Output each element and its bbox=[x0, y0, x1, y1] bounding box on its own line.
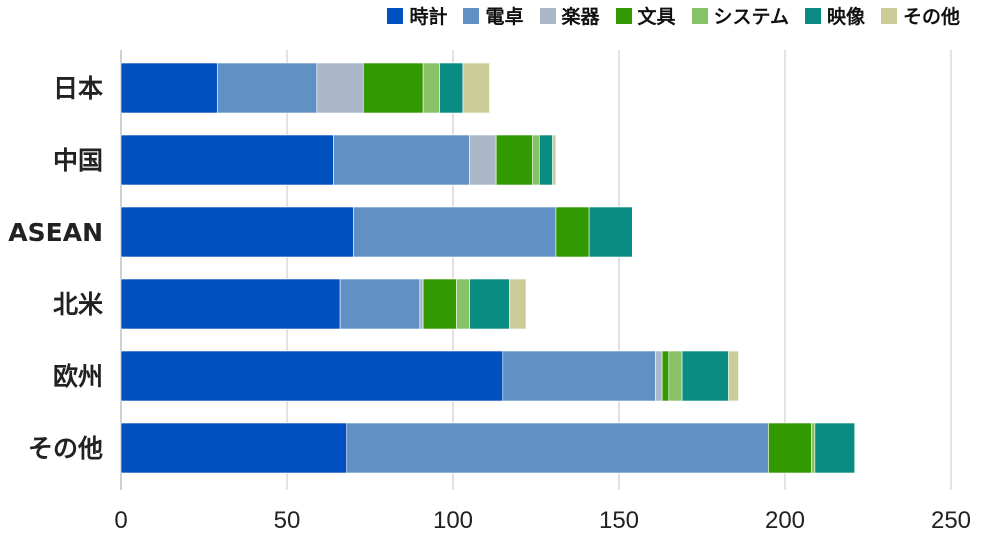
category-label: 日本 bbox=[53, 74, 103, 103]
legend-swatch bbox=[539, 7, 556, 24]
bar-segment bbox=[346, 422, 769, 474]
x-tick-label: 150 bbox=[599, 507, 639, 534]
bar-segment bbox=[339, 278, 421, 330]
legend-item: 映像 bbox=[804, 2, 865, 29]
bar-segment bbox=[768, 422, 812, 474]
legend-swatch bbox=[463, 7, 480, 24]
x-tick-label: 200 bbox=[765, 507, 805, 534]
bar-segment bbox=[120, 206, 354, 258]
category-label: その他 bbox=[28, 434, 103, 463]
bar-segment bbox=[668, 350, 683, 402]
category-label: ASEAN bbox=[8, 218, 103, 247]
bar-segment bbox=[439, 62, 464, 114]
bar-segment bbox=[588, 206, 633, 258]
x-tick-label: 100 bbox=[433, 507, 473, 534]
x-tick-label: 50 bbox=[274, 507, 301, 534]
bar-segment bbox=[120, 62, 218, 114]
bar-segment bbox=[661, 350, 670, 402]
bar-segment bbox=[353, 206, 557, 258]
bar-segment bbox=[532, 134, 540, 186]
legend-item: 文具 bbox=[615, 2, 676, 29]
chart-legend: 時計 電卓 楽器 文具 システム 映像 その他 bbox=[387, 2, 960, 29]
bar-segment bbox=[552, 134, 557, 186]
bar-segment bbox=[509, 278, 527, 330]
legend-item: 電卓 bbox=[463, 2, 524, 29]
legend-swatch bbox=[804, 7, 821, 24]
bar-segment bbox=[120, 278, 341, 330]
legend-item: その他 bbox=[880, 2, 960, 29]
legend-label: 文具 bbox=[637, 6, 676, 28]
bar-segment bbox=[316, 62, 364, 114]
bar-segment bbox=[655, 350, 663, 402]
bar-segment bbox=[422, 278, 457, 330]
category-label: 欧州 bbox=[53, 362, 103, 391]
x-tick-label: 250 bbox=[931, 507, 971, 534]
legend-label: 楽器 bbox=[561, 6, 600, 28]
bar-segment bbox=[120, 350, 504, 402]
bar-segment bbox=[462, 62, 490, 114]
legend-label: その他 bbox=[902, 6, 960, 28]
legend-label: 電卓 bbox=[485, 6, 524, 28]
category-label: 北米 bbox=[53, 290, 104, 319]
bar-segment bbox=[495, 134, 533, 186]
legend-item: 時計 bbox=[387, 2, 447, 29]
bar-segment bbox=[502, 350, 656, 402]
bar-segment bbox=[814, 422, 856, 474]
bar-segment bbox=[419, 278, 424, 330]
legend-label: 映像 bbox=[826, 6, 865, 28]
legend-swatch bbox=[691, 7, 708, 24]
legend-label: システム bbox=[713, 6, 789, 28]
bar-segment bbox=[728, 350, 739, 402]
bar-segment bbox=[363, 62, 424, 114]
legend-swatch bbox=[615, 7, 632, 24]
legend-swatch bbox=[880, 7, 897, 24]
bar-segment bbox=[216, 62, 318, 114]
bar-segment bbox=[456, 278, 470, 330]
bar-segment bbox=[333, 134, 470, 186]
bar-segment bbox=[422, 62, 441, 114]
bar-segment bbox=[120, 422, 348, 474]
bar-segment bbox=[469, 134, 497, 186]
bar-segment bbox=[120, 134, 334, 186]
legend-label: 時計 bbox=[409, 6, 448, 28]
bar-segment bbox=[811, 422, 816, 474]
legend-item: システム bbox=[691, 2, 789, 29]
bar-segment bbox=[555, 206, 590, 258]
x-tick-label: 0 bbox=[114, 507, 127, 534]
bar-segment bbox=[469, 278, 510, 330]
legend-item: 楽器 bbox=[539, 2, 600, 29]
bar-segment bbox=[539, 134, 553, 186]
legend-swatch bbox=[387, 7, 404, 24]
bar-segment bbox=[681, 350, 729, 402]
category-label: 中国 bbox=[53, 146, 103, 175]
